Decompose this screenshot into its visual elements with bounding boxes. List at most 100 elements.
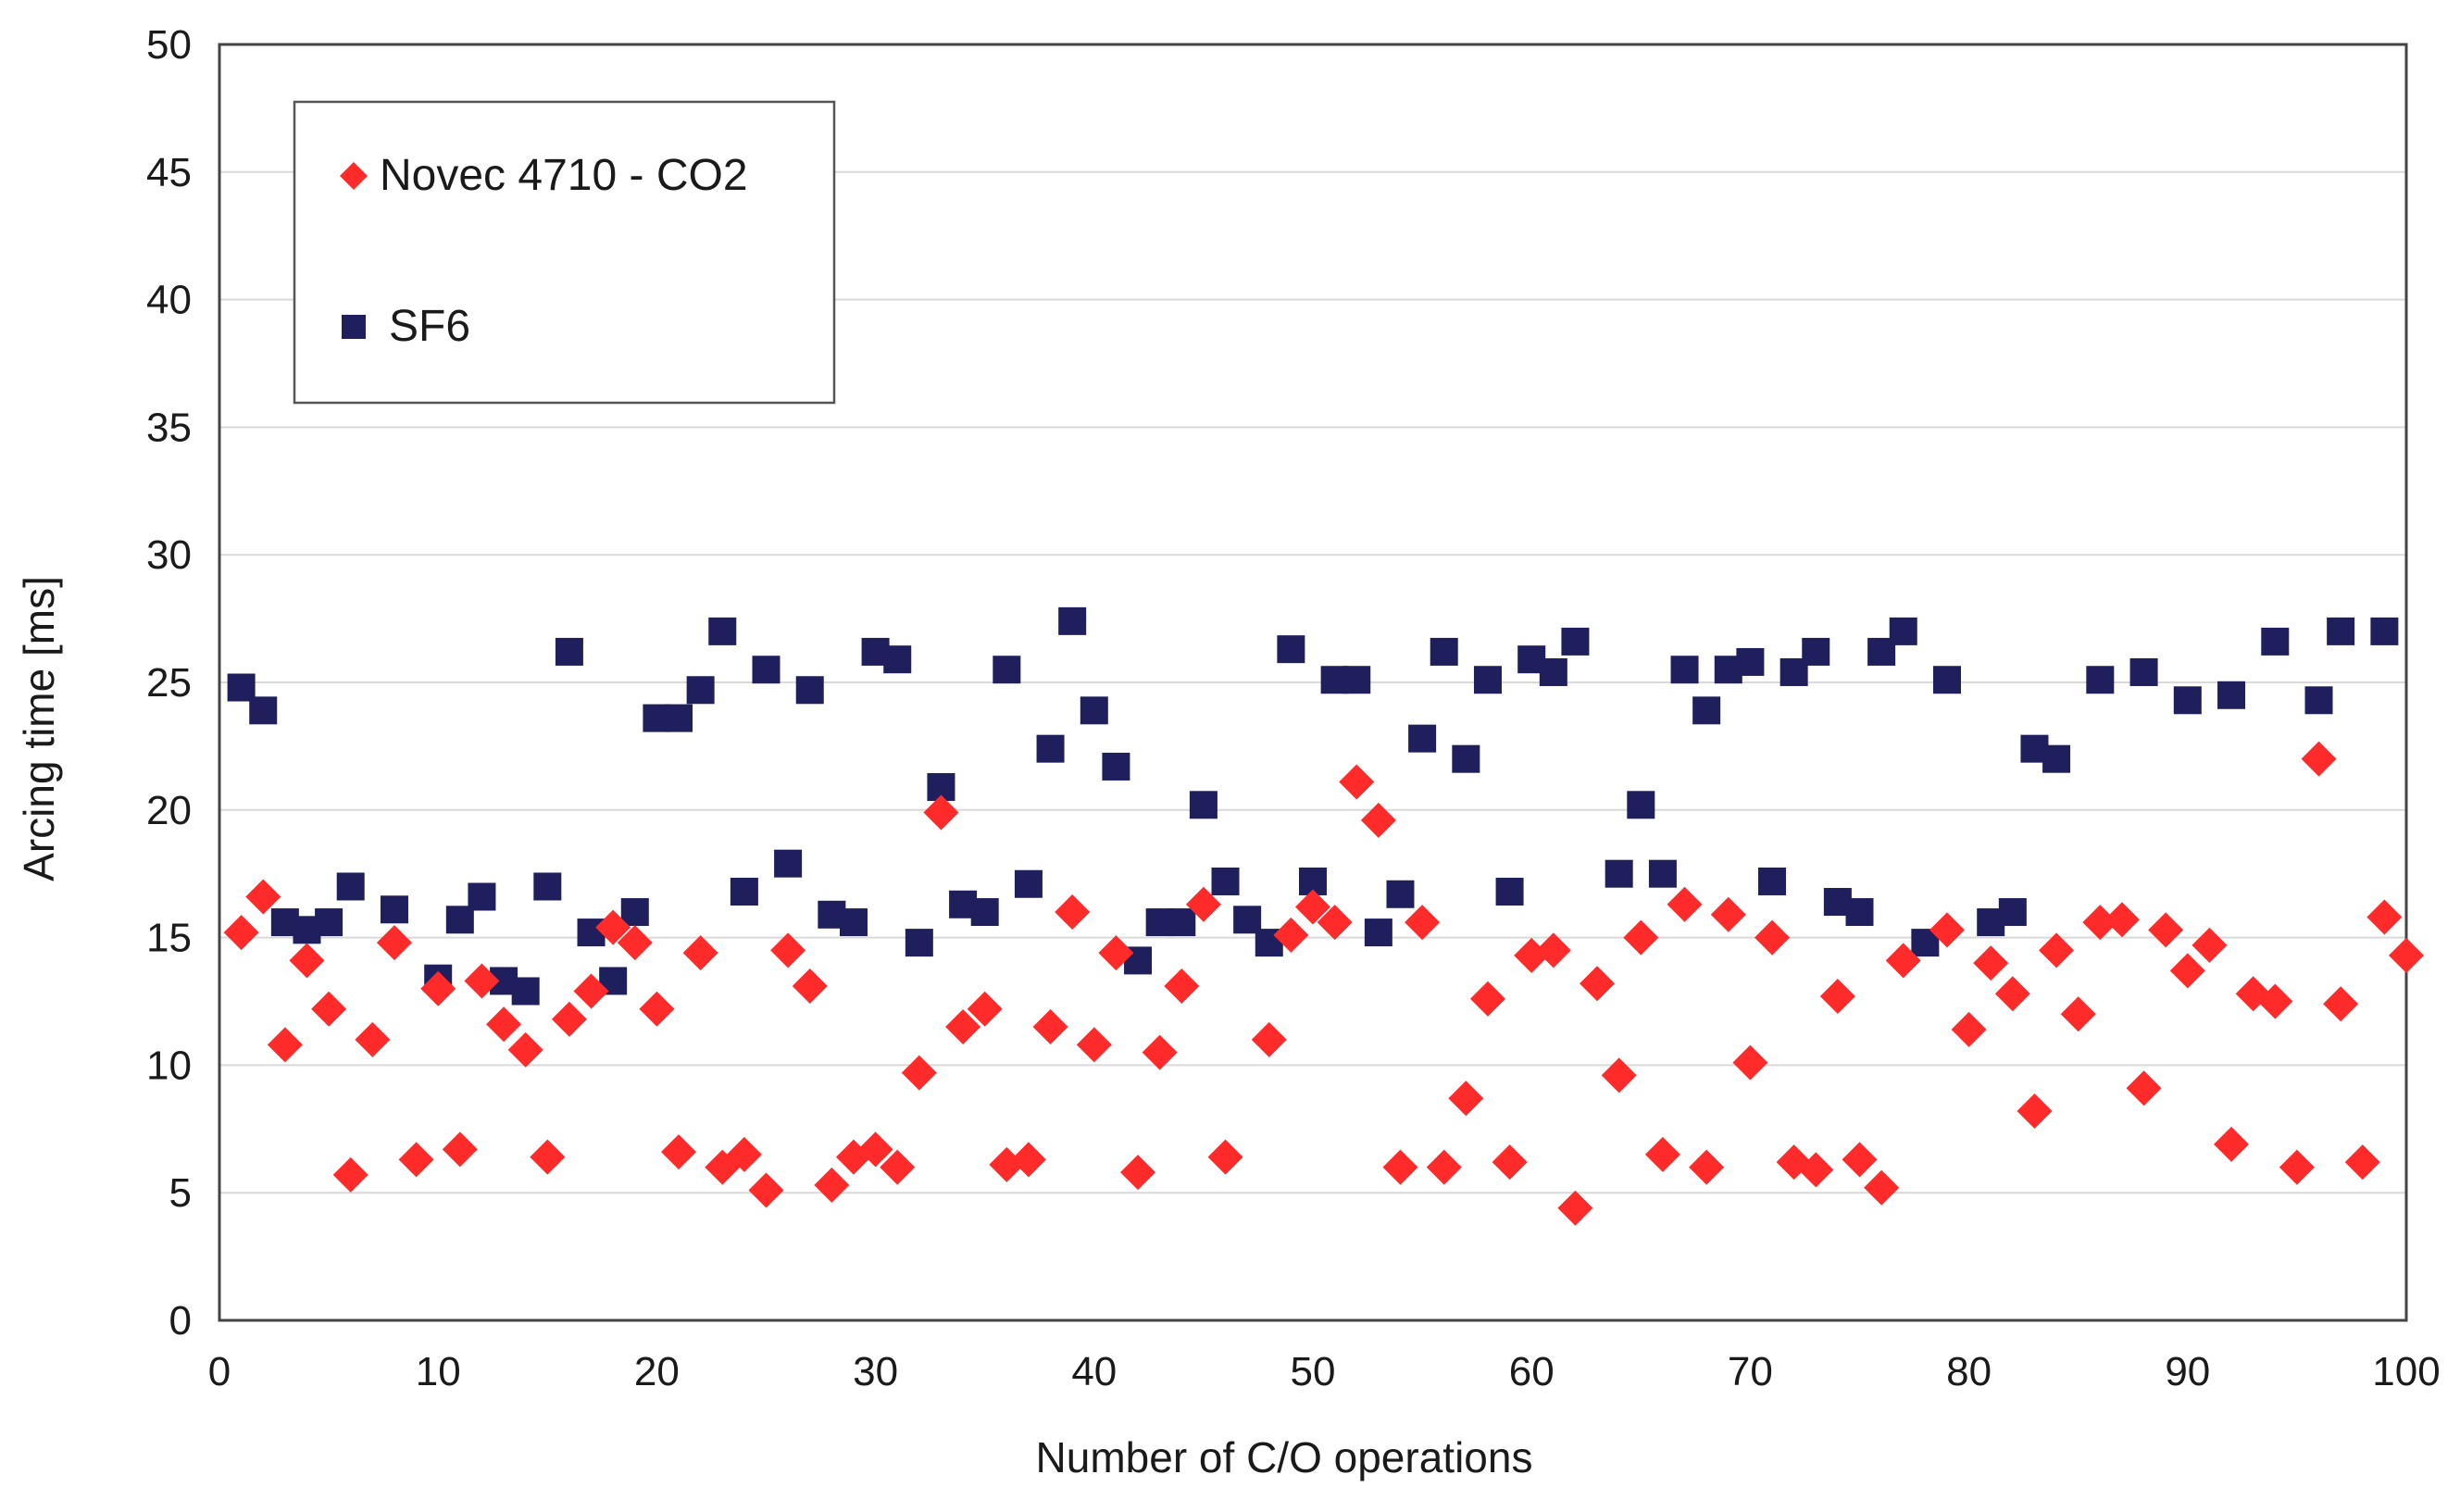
novec-point bbox=[967, 991, 1003, 1027]
novec-point bbox=[639, 991, 675, 1027]
novec-point bbox=[1623, 919, 1659, 956]
sf6-point bbox=[1473, 666, 1502, 694]
novec-point bbox=[1032, 1009, 1068, 1045]
x-axis-title: Number of C/O operations bbox=[1036, 1433, 1533, 1481]
novec-point bbox=[2192, 927, 2228, 963]
legend: Novec 4710 - CO2 SF6 bbox=[293, 100, 836, 405]
novec-point bbox=[289, 943, 325, 979]
sf6-point bbox=[2370, 617, 2399, 645]
x-tick-label: 40 bbox=[1071, 1349, 1117, 1394]
sf6-point bbox=[1692, 696, 1721, 725]
sf6-point bbox=[1452, 744, 1480, 773]
sf6-point bbox=[1670, 656, 1699, 684]
novec-point bbox=[355, 1021, 391, 1057]
sf6-point bbox=[1605, 859, 1633, 888]
sf6-point bbox=[2086, 666, 2115, 694]
sf6-point bbox=[1036, 734, 1065, 763]
legend-label-sf6: SF6 bbox=[389, 302, 470, 351]
novec-point bbox=[1207, 1139, 1243, 1175]
novec-point bbox=[1864, 1169, 1900, 1206]
sf6-point bbox=[970, 898, 999, 927]
novec-point bbox=[1819, 978, 1855, 1014]
novec-point bbox=[332, 1156, 368, 1193]
novec-point bbox=[2366, 899, 2403, 935]
novec-point bbox=[1557, 1190, 1593, 1226]
x-tick-label: 30 bbox=[853, 1349, 898, 1394]
novec-point bbox=[2257, 983, 2293, 1019]
novec-point bbox=[880, 1149, 916, 1185]
sf6-point bbox=[1189, 791, 1218, 819]
x-tick-label: 60 bbox=[1509, 1349, 1555, 1394]
x-tick-label: 0 bbox=[208, 1349, 231, 1394]
sf6-point bbox=[883, 645, 912, 674]
sf6-point bbox=[774, 849, 803, 878]
novec-point bbox=[1710, 896, 1746, 932]
sf6-point bbox=[1014, 869, 1043, 898]
novec-point bbox=[1492, 1144, 1528, 1181]
sf6-point bbox=[1058, 606, 1087, 635]
novec-point bbox=[1842, 1142, 1878, 1178]
novec-point bbox=[748, 1172, 784, 1208]
novec-point bbox=[530, 1139, 566, 1175]
novec-point bbox=[551, 1001, 587, 1037]
novec-point bbox=[1689, 1149, 1725, 1185]
novec-point bbox=[1142, 1034, 1178, 1070]
novec-point bbox=[420, 970, 456, 1006]
novec-point bbox=[2389, 937, 2424, 973]
sf6-point bbox=[993, 656, 1021, 684]
sf6-point bbox=[1277, 635, 1305, 664]
novec-point bbox=[2169, 953, 2205, 989]
legend-marker-novec bbox=[340, 162, 368, 190]
novec-point bbox=[1535, 932, 1571, 968]
novec-point bbox=[617, 925, 653, 961]
y-axis-title: Arcing time [ms] bbox=[15, 576, 63, 881]
sf6-point bbox=[1386, 880, 1415, 908]
novec-point bbox=[2148, 912, 2184, 948]
sf6-point bbox=[380, 895, 408, 924]
novec-point bbox=[245, 879, 281, 915]
novec-point bbox=[1973, 945, 2009, 981]
novec-point bbox=[1448, 1081, 1484, 1117]
novec-point bbox=[1885, 943, 1921, 979]
legend-label-novec: Novec 4710 - CO2 bbox=[380, 151, 748, 200]
x-tick-label: 20 bbox=[634, 1349, 680, 1394]
novec-point bbox=[2323, 986, 2359, 1022]
x-tick-label: 100 bbox=[2372, 1349, 2440, 1394]
sf6-point bbox=[1932, 666, 1961, 694]
novec-point bbox=[1098, 935, 1134, 971]
sf6-point bbox=[511, 977, 540, 1006]
novec-point bbox=[1273, 917, 1309, 953]
y-tick-label: 40 bbox=[146, 278, 192, 323]
novec-point bbox=[1732, 1044, 1768, 1081]
y-tick-label: 30 bbox=[146, 532, 192, 578]
novec-point bbox=[2344, 1144, 2380, 1181]
novec-point bbox=[1185, 886, 1221, 922]
novec-point bbox=[376, 925, 412, 961]
novec-point bbox=[1120, 1155, 1156, 1191]
sf6-point bbox=[555, 637, 583, 666]
sf6-point bbox=[2261, 627, 2290, 656]
novec-point bbox=[726, 1136, 762, 1172]
sf6-point bbox=[795, 676, 824, 705]
novec-point bbox=[661, 1134, 697, 1170]
sf6-point bbox=[2304, 686, 2333, 715]
sf6-point bbox=[1430, 637, 1458, 666]
novec-point bbox=[1010, 1142, 1046, 1178]
y-tick-label: 5 bbox=[169, 1170, 192, 1216]
y-tick-label: 15 bbox=[146, 916, 192, 961]
novec-point bbox=[464, 963, 500, 999]
novec-point bbox=[573, 973, 609, 1009]
x-tick-label: 70 bbox=[1728, 1349, 1773, 1394]
novec-point bbox=[2214, 1126, 2250, 1162]
x-tick-label: 10 bbox=[416, 1349, 461, 1394]
novec-point bbox=[1601, 1057, 1637, 1093]
data-points bbox=[223, 606, 2424, 1226]
y-tick-label: 45 bbox=[146, 150, 192, 195]
novec-point bbox=[1055, 894, 1091, 931]
novec-point bbox=[857, 1131, 893, 1168]
legend-box bbox=[293, 100, 836, 405]
x-tick-label: 50 bbox=[1291, 1349, 1336, 1394]
sf6-point bbox=[315, 908, 343, 937]
